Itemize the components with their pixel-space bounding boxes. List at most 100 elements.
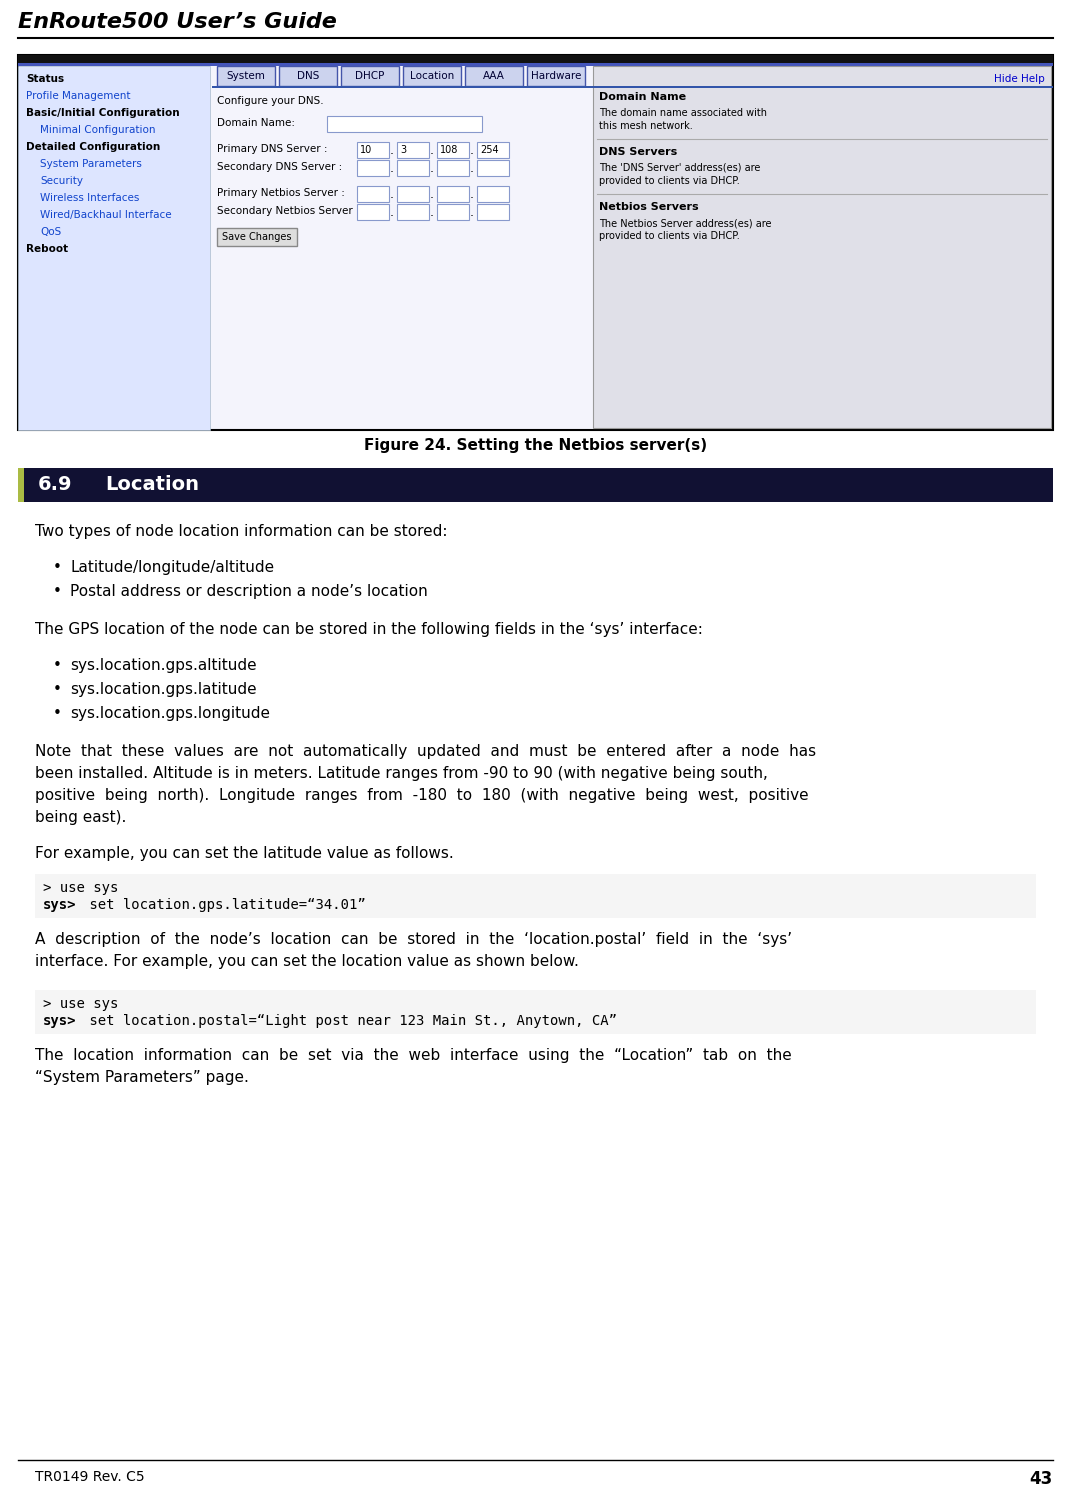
Text: “System Parameters” page.: “System Parameters” page. bbox=[35, 1070, 248, 1085]
Text: Hide Help: Hide Help bbox=[994, 73, 1045, 84]
Bar bbox=[18, 55, 1053, 63]
Bar bbox=[357, 204, 389, 220]
Bar bbox=[18, 66, 210, 430]
Text: provided to clients via DHCP.: provided to clients via DHCP. bbox=[599, 177, 740, 186]
Text: .: . bbox=[429, 144, 434, 157]
Bar bbox=[357, 160, 389, 177]
Text: Postal address or description a node’s location: Postal address or description a node’s l… bbox=[70, 584, 427, 599]
Text: this mesh network.: this mesh network. bbox=[599, 121, 693, 132]
Bar bbox=[437, 204, 469, 220]
Text: Minimal Configuration: Minimal Configuration bbox=[40, 126, 155, 135]
Text: A  description  of  the  node’s  location  can  be  stored  in  the  ‘location.p: A description of the node’s location can… bbox=[35, 933, 793, 948]
Text: DNS: DNS bbox=[297, 70, 319, 81]
Text: Note  that  these  values  are  not  automatically  updated  and  must  be  ente: Note that these values are not automatic… bbox=[35, 744, 816, 759]
Text: sys.location.gps.longitude: sys.location.gps.longitude bbox=[70, 707, 270, 722]
Text: 6.9: 6.9 bbox=[37, 476, 73, 494]
Bar bbox=[397, 204, 429, 220]
Text: Location: Location bbox=[105, 476, 199, 494]
Bar bbox=[35, 874, 1036, 918]
Text: Configure your DNS.: Configure your DNS. bbox=[217, 96, 323, 106]
Text: AAA: AAA bbox=[483, 70, 504, 81]
Text: 10: 10 bbox=[360, 145, 373, 156]
Text: 254: 254 bbox=[480, 145, 499, 156]
Text: Domain Name:: Domain Name: bbox=[217, 118, 295, 129]
Text: .: . bbox=[390, 205, 394, 219]
Text: Detailed Configuration: Detailed Configuration bbox=[26, 142, 161, 153]
Bar bbox=[357, 186, 389, 202]
Text: > use sys: > use sys bbox=[43, 997, 119, 1010]
Bar bbox=[397, 160, 429, 177]
Text: Figure 24. Setting the Netbios server(s): Figure 24. Setting the Netbios server(s) bbox=[364, 439, 707, 454]
Text: Primary Netbios Server :: Primary Netbios Server : bbox=[217, 189, 345, 198]
Text: Secondary Netbios Server :: Secondary Netbios Server : bbox=[217, 207, 360, 216]
Text: QoS: QoS bbox=[40, 228, 61, 237]
Text: DNS Servers: DNS Servers bbox=[599, 147, 677, 157]
Bar bbox=[280, 66, 337, 85]
Text: being east).: being east). bbox=[35, 810, 126, 825]
Text: > use sys: > use sys bbox=[43, 882, 119, 895]
Text: •: • bbox=[52, 659, 62, 674]
Text: sys.location.gps.latitude: sys.location.gps.latitude bbox=[70, 683, 257, 698]
Bar bbox=[217, 228, 297, 246]
Bar bbox=[18, 63, 1053, 66]
Text: .: . bbox=[390, 162, 394, 175]
Text: •: • bbox=[52, 584, 62, 599]
Bar bbox=[477, 160, 509, 177]
Text: .: . bbox=[429, 187, 434, 201]
Bar bbox=[18, 469, 24, 501]
Text: Location: Location bbox=[410, 70, 454, 81]
Text: .: . bbox=[470, 144, 474, 157]
Text: Basic/Initial Configuration: Basic/Initial Configuration bbox=[26, 108, 180, 118]
Text: .: . bbox=[390, 144, 394, 157]
Text: 108: 108 bbox=[440, 145, 458, 156]
Text: Security: Security bbox=[40, 177, 82, 186]
Text: set location.postal=“Light post near 123 Main St., Anytown, CA”: set location.postal=“Light post near 123… bbox=[81, 1013, 617, 1028]
Text: sys>: sys> bbox=[43, 1013, 76, 1028]
Text: The domain name associated with: The domain name associated with bbox=[599, 108, 767, 118]
Text: DHCP: DHCP bbox=[356, 70, 384, 81]
Text: Domain Name: Domain Name bbox=[599, 91, 687, 102]
Bar bbox=[593, 66, 1051, 428]
Text: For example, you can set the latitude value as follows.: For example, you can set the latitude va… bbox=[35, 846, 454, 861]
Bar bbox=[212, 85, 1053, 88]
Text: Latitude/longitude/altitude: Latitude/longitude/altitude bbox=[70, 560, 274, 575]
Text: System: System bbox=[227, 70, 266, 81]
Text: Netbios Servers: Netbios Servers bbox=[599, 202, 698, 213]
Text: Status: Status bbox=[26, 73, 64, 84]
Bar bbox=[465, 66, 523, 85]
Text: System Parameters: System Parameters bbox=[40, 159, 141, 169]
Bar bbox=[437, 186, 469, 202]
Text: set location.gps.latitude=“34.01”: set location.gps.latitude=“34.01” bbox=[81, 898, 366, 912]
Text: The  location  information  can  be  set  via  the  web  interface  using  the  : The location information can be set via … bbox=[35, 1048, 791, 1063]
Bar bbox=[437, 142, 469, 159]
Text: .: . bbox=[429, 162, 434, 175]
Bar bbox=[18, 469, 1053, 501]
Text: .: . bbox=[470, 187, 474, 201]
Text: sys>: sys> bbox=[43, 898, 76, 912]
Text: provided to clients via DHCP.: provided to clients via DHCP. bbox=[599, 231, 740, 241]
Text: EnRoute500 User’s Guide: EnRoute500 User’s Guide bbox=[18, 12, 337, 31]
Text: .: . bbox=[470, 205, 474, 219]
Bar bbox=[437, 160, 469, 177]
Text: interface. For example, you can set the location value as shown below.: interface. For example, you can set the … bbox=[35, 954, 578, 969]
Bar bbox=[397, 186, 429, 202]
Bar bbox=[217, 66, 275, 85]
Bar bbox=[403, 66, 461, 85]
Text: Two types of node location information can be stored:: Two types of node location information c… bbox=[35, 524, 448, 539]
Text: Profile Management: Profile Management bbox=[26, 91, 131, 100]
Text: 3: 3 bbox=[399, 145, 406, 156]
Text: The Netbios Server address(es) are: The Netbios Server address(es) are bbox=[599, 219, 771, 228]
Text: The GPS location of the node can be stored in the following fields in the ‘sys’ : The GPS location of the node can be stor… bbox=[35, 621, 703, 638]
Bar bbox=[477, 142, 509, 159]
Text: sys.location.gps.altitude: sys.location.gps.altitude bbox=[70, 659, 257, 674]
Text: Wired/Backhaul Interface: Wired/Backhaul Interface bbox=[40, 210, 171, 220]
Bar bbox=[341, 66, 399, 85]
Bar bbox=[397, 142, 429, 159]
Text: .: . bbox=[429, 205, 434, 219]
Text: .: . bbox=[390, 187, 394, 201]
Text: Wireless Interfaces: Wireless Interfaces bbox=[40, 193, 139, 204]
Text: Hardware: Hardware bbox=[531, 70, 582, 81]
Text: Reboot: Reboot bbox=[26, 244, 69, 254]
Text: •: • bbox=[52, 560, 62, 575]
Text: Secondary DNS Server :: Secondary DNS Server : bbox=[217, 162, 343, 172]
